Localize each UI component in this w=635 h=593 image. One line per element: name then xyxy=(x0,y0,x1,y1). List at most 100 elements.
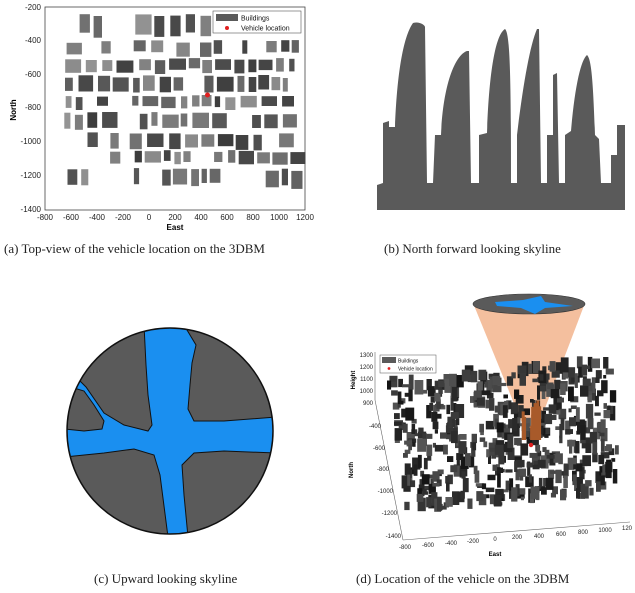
building-block xyxy=(413,464,418,476)
building-block xyxy=(453,403,457,414)
building-block xyxy=(526,437,533,444)
building-block xyxy=(600,438,605,452)
building-block xyxy=(519,372,526,386)
building-footprint xyxy=(81,169,89,186)
building-block xyxy=(578,366,583,378)
building-block xyxy=(555,469,562,484)
building-block xyxy=(545,477,554,490)
x-tick-label: 600 xyxy=(220,213,234,222)
building-block xyxy=(465,453,471,466)
building-block xyxy=(544,413,553,425)
building-sector-bottom-right xyxy=(181,450,273,534)
building-block xyxy=(603,357,609,369)
building-block xyxy=(569,417,576,427)
building-block xyxy=(580,385,589,397)
building-block xyxy=(533,460,540,468)
building-block xyxy=(535,404,539,440)
building-block xyxy=(546,455,555,459)
building-block xyxy=(427,453,432,461)
y-tick-label: -800 xyxy=(25,103,42,112)
building-block xyxy=(435,413,442,419)
building-block xyxy=(569,439,573,454)
top-view-map: -200 -400 -600 -800 -1000 -1200 -1400 -8… xyxy=(9,3,314,232)
building-block xyxy=(416,493,424,502)
building-block xyxy=(419,479,424,485)
building-block xyxy=(422,489,427,495)
building-block xyxy=(475,483,485,487)
building-block xyxy=(559,423,563,439)
building-block xyxy=(497,382,507,387)
building-block xyxy=(521,408,530,416)
building-block xyxy=(542,447,547,452)
building-block xyxy=(566,367,576,378)
building-block xyxy=(560,489,567,501)
building-block xyxy=(548,404,557,414)
sky-circle-outline xyxy=(66,327,274,535)
building-block xyxy=(568,386,574,402)
building-footprint xyxy=(252,115,261,128)
building-block xyxy=(481,390,491,396)
building-block xyxy=(451,431,458,444)
building-block xyxy=(476,491,484,502)
building-footprint xyxy=(64,112,71,129)
building-block xyxy=(514,437,522,446)
building-block xyxy=(408,374,414,390)
building-block xyxy=(432,482,440,487)
building-footprint xyxy=(281,168,288,186)
east-tick-label: 200 xyxy=(512,535,523,541)
building-block xyxy=(565,420,571,435)
y-tick-label: -200 xyxy=(25,3,42,12)
upward-skyline xyxy=(66,327,274,535)
building-block xyxy=(527,461,531,476)
building-block xyxy=(403,453,408,458)
building-block xyxy=(440,505,447,510)
building-block xyxy=(559,435,563,444)
building-block xyxy=(559,471,567,476)
building-block xyxy=(533,361,540,373)
building-block xyxy=(510,402,519,415)
building-block xyxy=(551,415,557,420)
building-block xyxy=(458,441,467,453)
building-block xyxy=(446,482,450,492)
x-tick-label: 200 xyxy=(168,213,182,222)
x-tick-label: -800 xyxy=(37,213,54,222)
building-block xyxy=(437,496,442,512)
building-footprint xyxy=(129,133,142,150)
building-block xyxy=(426,379,432,391)
building-block xyxy=(470,396,476,403)
building-block xyxy=(434,392,441,402)
building-block xyxy=(550,492,556,498)
building-block xyxy=(536,444,541,453)
x-tick-label: 800 xyxy=(246,213,260,222)
building-footprint xyxy=(170,15,181,37)
building-block xyxy=(524,417,531,427)
x-tick-label: -600 xyxy=(63,213,80,222)
building-block xyxy=(596,481,601,492)
building-sector-bottom-left xyxy=(67,448,169,534)
east-tick-label: 600 xyxy=(556,532,567,538)
building-block xyxy=(387,380,392,390)
building-block xyxy=(428,474,435,479)
building-footprint xyxy=(185,134,198,148)
building-footprint xyxy=(258,59,273,71)
building-footprint xyxy=(65,96,72,108)
building-footprint xyxy=(97,96,108,106)
building-footprint xyxy=(154,16,165,37)
building-block xyxy=(600,475,605,486)
building-block xyxy=(474,470,480,483)
building-block xyxy=(456,453,460,466)
east-tick-label: -800 xyxy=(399,545,412,551)
building-block xyxy=(580,483,589,499)
building-block xyxy=(502,489,509,493)
building-block xyxy=(570,405,577,409)
building-footprint xyxy=(216,76,234,92)
building-block xyxy=(404,463,411,476)
building-block xyxy=(404,449,411,454)
building-block xyxy=(589,431,597,444)
building-block xyxy=(420,470,425,477)
building-block xyxy=(599,466,604,476)
building-footprint xyxy=(161,96,176,109)
building-block xyxy=(489,447,497,452)
building-footprint xyxy=(217,134,234,147)
building-block xyxy=(421,474,430,485)
